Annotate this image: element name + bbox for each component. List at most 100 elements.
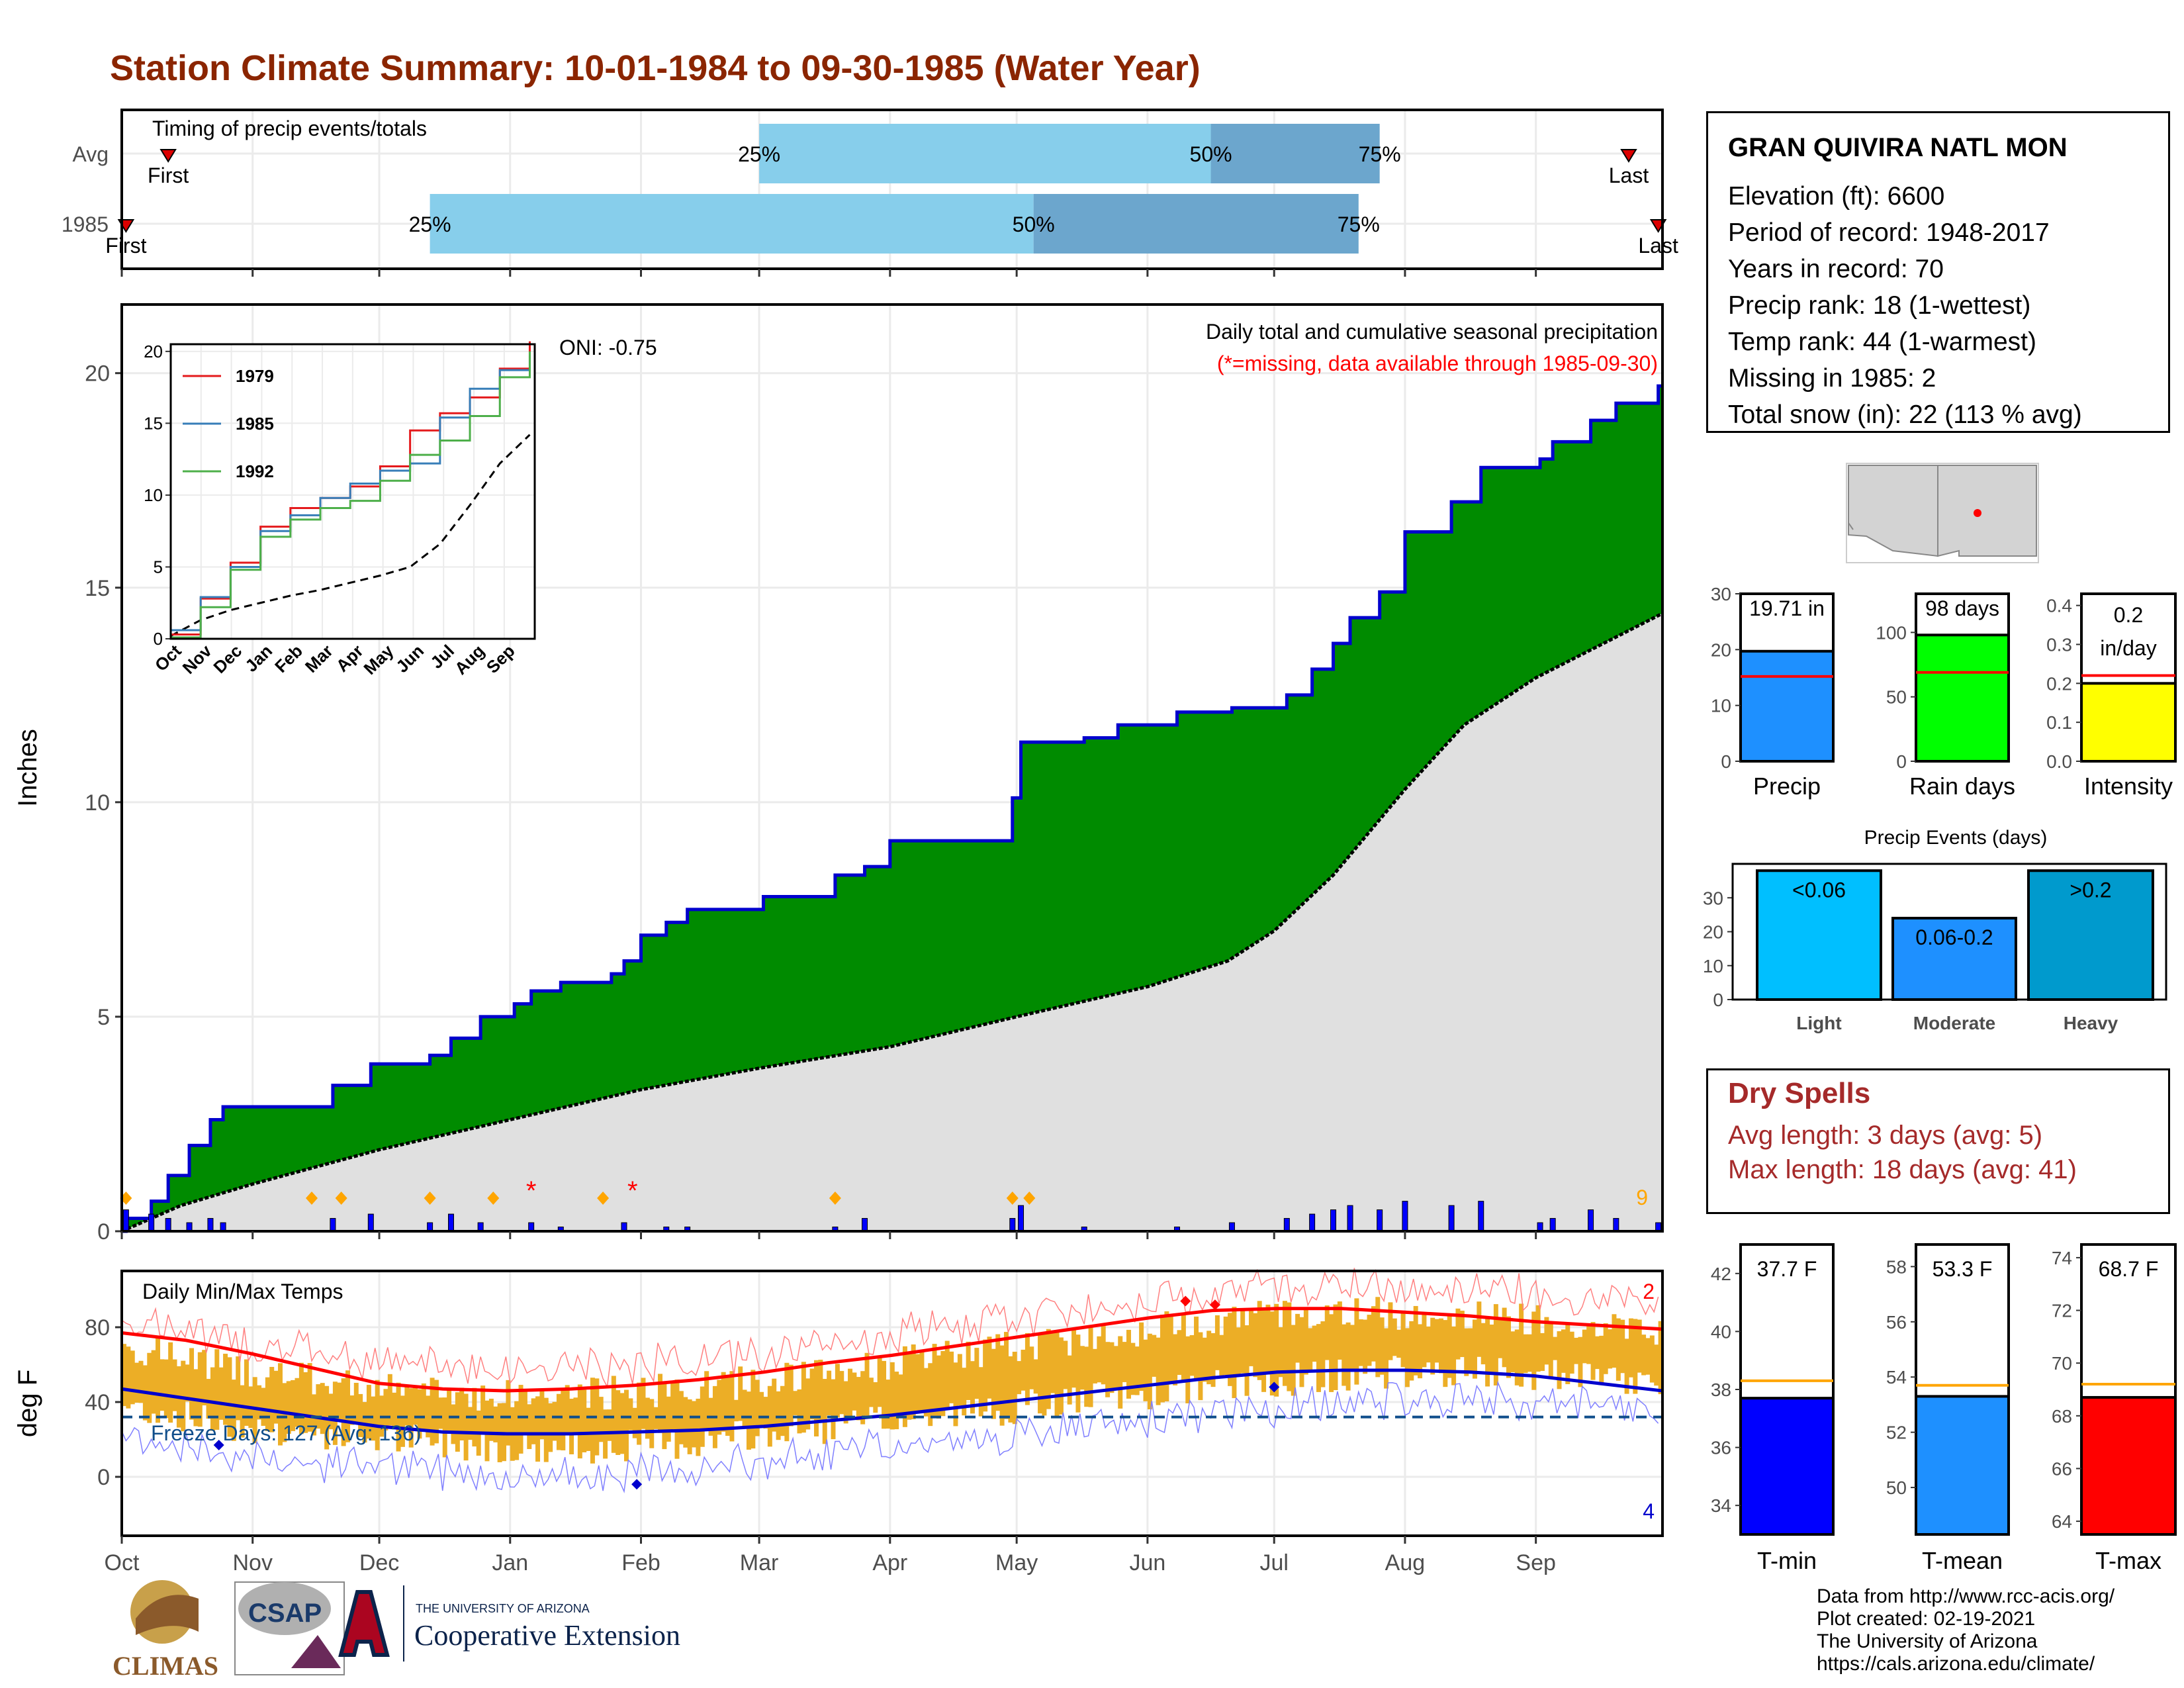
missing-day-marker: *	[627, 1176, 638, 1205]
temp-range-bar	[772, 1378, 777, 1432]
temp-range-bar	[337, 1382, 342, 1420]
event-category-label: Moderate	[1913, 1013, 1995, 1033]
temp-range-bar	[543, 1397, 549, 1462]
temp-range-bar	[1287, 1302, 1292, 1391]
daily-precip-bar	[1330, 1209, 1337, 1232]
precip-note: Daily total and cumulative seasonal prec…	[1206, 320, 1658, 344]
temp-range-bar	[848, 1368, 853, 1419]
precip-panel-frame	[120, 303, 1664, 1233]
temp-range-bar	[328, 1393, 334, 1430]
temp-range-bar	[1561, 1329, 1566, 1373]
summary-bar-x-label: Precip	[1753, 773, 1821, 800]
temp-bar-t-min: 34 36 38 40 42 37.7 F T-min	[1711, 1243, 1835, 1574]
temp-range-bar	[1269, 1311, 1275, 1396]
temp-range-bar	[1345, 1322, 1351, 1391]
temp-range-bar	[1320, 1321, 1326, 1387]
temp-range-bar	[433, 1380, 439, 1444]
summary-bar	[2080, 682, 2177, 763]
oni-label: ONI: -0.75	[559, 336, 657, 359]
temp-range-bar	[936, 1355, 941, 1419]
summary-bar	[1915, 633, 2010, 763]
month-label: Sep	[1516, 1550, 1556, 1575]
temp-range-bar	[1531, 1311, 1537, 1390]
temp-range-bar	[598, 1397, 604, 1442]
temp-range-bar	[1519, 1303, 1524, 1387]
temp-range-bar	[522, 1389, 527, 1434]
precip-y-tick-label: 20	[85, 361, 110, 387]
temp-range-bar	[721, 1372, 726, 1432]
temp-range-bar	[1079, 1346, 1085, 1390]
temp-range-bar	[480, 1385, 486, 1433]
timing-last-label: Last	[1609, 164, 1649, 187]
timing-panel-frame	[120, 109, 1664, 270]
summary-bar-rain-days: 0 50 100 98 days Rain days	[1876, 592, 2015, 800]
temp-range-bar	[623, 1389, 629, 1462]
heavy-event-marker	[829, 1192, 841, 1205]
temp-range-bar	[902, 1346, 907, 1427]
month-label: Feb	[621, 1550, 660, 1575]
temp-range-bar	[1274, 1303, 1279, 1397]
temp-panel-title: Daily Min/Max Temps	[142, 1280, 343, 1303]
temp-range-bar	[1189, 1335, 1195, 1376]
temp-range-bar	[1228, 1313, 1233, 1386]
temp-range-bar	[944, 1340, 950, 1411]
temp-bar-value-label: 53.3 F	[1933, 1257, 1993, 1281]
month-label: Nov	[232, 1550, 272, 1575]
month-label: May	[995, 1550, 1038, 1575]
temp-bar-x-label: T-min	[1757, 1547, 1817, 1574]
temp-range-bar	[1143, 1339, 1148, 1401]
temp-range-bar	[514, 1401, 520, 1460]
temp-range-bar	[1384, 1328, 1389, 1389]
timing-bar-wy-q25-q50	[430, 194, 1034, 254]
inset-legend-label: 1985	[236, 414, 274, 434]
temp-range-bar	[1210, 1333, 1216, 1387]
station-years: Years in record: 70	[1728, 255, 1944, 283]
inset-legend-label: 1979	[236, 366, 274, 386]
temp-range-bar	[193, 1369, 199, 1427]
temp-range-bar	[291, 1380, 296, 1431]
temp-range-bar	[1248, 1310, 1253, 1366]
summary-bar-value-unit: in/day	[2100, 636, 2156, 660]
temp-range-bar	[181, 1360, 186, 1432]
temp-range-bar	[430, 1378, 435, 1446]
temp-range-bar	[1464, 1328, 1469, 1376]
temp-range-bar	[1105, 1342, 1111, 1397]
temp-range-bar	[527, 1404, 532, 1450]
event-bar-label: 0.06-0.2	[1915, 925, 1993, 949]
temp-range-bar	[738, 1366, 743, 1421]
precip-y-tick-label: 0	[97, 1219, 110, 1244]
temp-y-label: deg F	[13, 1370, 42, 1437]
daily-precip-bar	[1018, 1205, 1024, 1232]
summary-y-tick-label: 20	[1711, 639, 1731, 660]
events-y-tick-label: 30	[1703, 888, 1723, 908]
temp-range-bar	[637, 1382, 642, 1445]
temp-range-bar	[692, 1401, 697, 1448]
temp-range-bar	[1177, 1330, 1182, 1376]
temp-range-bar	[371, 1396, 376, 1441]
temp-range-bar	[1358, 1319, 1363, 1366]
temp-range-bar	[236, 1356, 241, 1421]
temp-range-bar	[383, 1389, 388, 1430]
temp-range-bar	[1308, 1328, 1313, 1371]
observed-cumulative-line	[122, 384, 1662, 1233]
station-elevation: Elevation (ft): 6600	[1728, 182, 1945, 211]
timing-first-label: First	[148, 164, 189, 187]
temp-range-bar	[725, 1376, 731, 1436]
temp-range-bar	[307, 1363, 312, 1432]
svg-text:CLIMAS: CLIMAS	[113, 1651, 218, 1681]
temp-range-bar	[1493, 1304, 1498, 1385]
temp-range-bar	[1223, 1316, 1228, 1376]
timing-label-75: 75%	[1338, 212, 1380, 236]
temp-range-bar	[1498, 1319, 1503, 1358]
events-title: Precip Events (days)	[1864, 827, 2048, 849]
inset-series-1985	[171, 355, 531, 632]
temp-range-bar	[1400, 1313, 1406, 1368]
station-precip-rank: Precip rank: 18 (1-wettest)	[1728, 291, 2031, 320]
temp-range-bar	[1654, 1344, 1659, 1386]
event-category-label: Heavy	[2064, 1013, 2118, 1033]
temp-range-bar	[1316, 1324, 1321, 1392]
temp-range-bar	[754, 1380, 760, 1436]
temp-range-bar	[966, 1341, 971, 1401]
temp-range-bar	[138, 1360, 144, 1403]
temp-range-bar	[1514, 1329, 1520, 1385]
